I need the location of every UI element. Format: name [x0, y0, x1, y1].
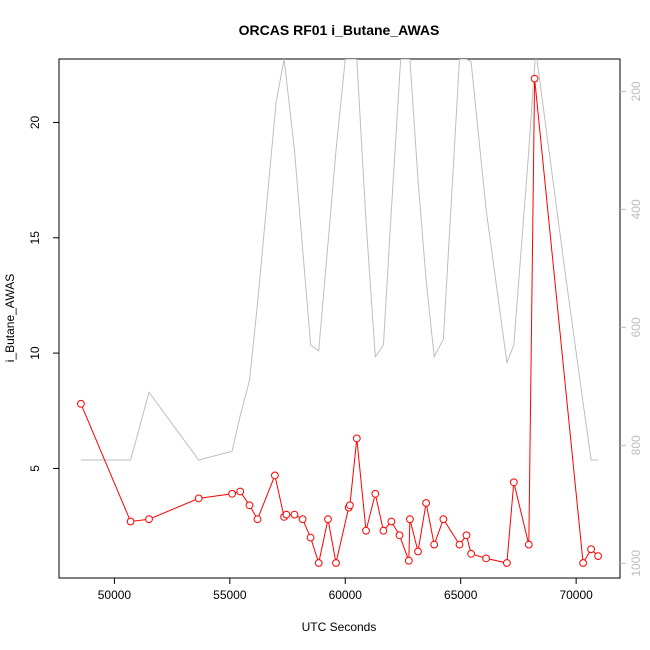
data-point [462, 531, 471, 540]
data-point [245, 501, 254, 510]
data-point [298, 515, 307, 524]
data-point [482, 554, 491, 563]
data-point [422, 499, 431, 507]
data-point [126, 517, 135, 526]
primary-series-line [80, 78, 599, 565]
y-tick-label: 20 [28, 115, 42, 129]
y2-tick-label: 200 [629, 81, 643, 101]
data-point [406, 515, 414, 524]
data-point [379, 526, 388, 535]
data-point [306, 533, 315, 542]
data-point [332, 559, 340, 567]
data-point [228, 489, 237, 498]
y-axis: 5 10 15 20 [28, 115, 60, 472]
data-point [467, 549, 476, 558]
y-tick-label: 5 [28, 465, 42, 472]
primary-series [77, 74, 602, 567]
data-point [324, 515, 332, 524]
data-point [352, 434, 361, 443]
data-point [395, 531, 404, 540]
x-axis-label: UTC Seconds [302, 620, 377, 634]
data-point [587, 545, 595, 554]
data-point [524, 540, 533, 549]
secondary-series-line [80, 59, 599, 461]
data-point [271, 471, 279, 480]
data-point [77, 399, 85, 408]
data-point [594, 552, 602, 560]
data-point [282, 510, 291, 519]
data-point [346, 501, 354, 510]
x-tick-label: 60000 [329, 588, 363, 602]
data-point [371, 489, 380, 498]
y2-tick-label: 600 [629, 317, 643, 337]
y-tick-label: 15 [28, 231, 42, 245]
data-point [455, 540, 464, 549]
plot-frame [58, 58, 621, 579]
y-axis-label: i_Butane_AWAS [3, 274, 17, 363]
secondary-series [80, 59, 599, 461]
data-point [430, 540, 439, 549]
x-tick-label: 55000 [213, 588, 247, 602]
y2-tick-label: 1000 [629, 550, 643, 577]
data-point [194, 494, 203, 503]
chart-title: ORCAS RF01 i_Butane_AWAS [239, 22, 440, 38]
data-point [253, 515, 262, 524]
y2-tick-label: 400 [629, 199, 643, 219]
data-point [414, 547, 422, 556]
x-tick-label: 50000 [98, 588, 132, 602]
data-point [579, 559, 587, 567]
data-point [387, 517, 396, 526]
y2-tick-label: 800 [629, 435, 643, 455]
data-point [404, 556, 413, 565]
data-point [503, 559, 511, 567]
data-point [439, 515, 448, 524]
data-point [509, 478, 518, 487]
data-point [314, 559, 323, 567]
data-point [362, 526, 370, 535]
x-tick-label: 65000 [444, 588, 478, 602]
data-point [236, 487, 245, 496]
x-tick-label: 70000 [559, 588, 593, 602]
data-point [530, 74, 539, 83]
x-axis: 50000 55000 60000 65000 70000 [98, 577, 593, 602]
y-tick-label: 10 [28, 346, 42, 360]
data-point [145, 515, 153, 524]
data-point [290, 510, 299, 519]
secondary-y-axis: 200 400 600 800 1000 [620, 81, 643, 577]
